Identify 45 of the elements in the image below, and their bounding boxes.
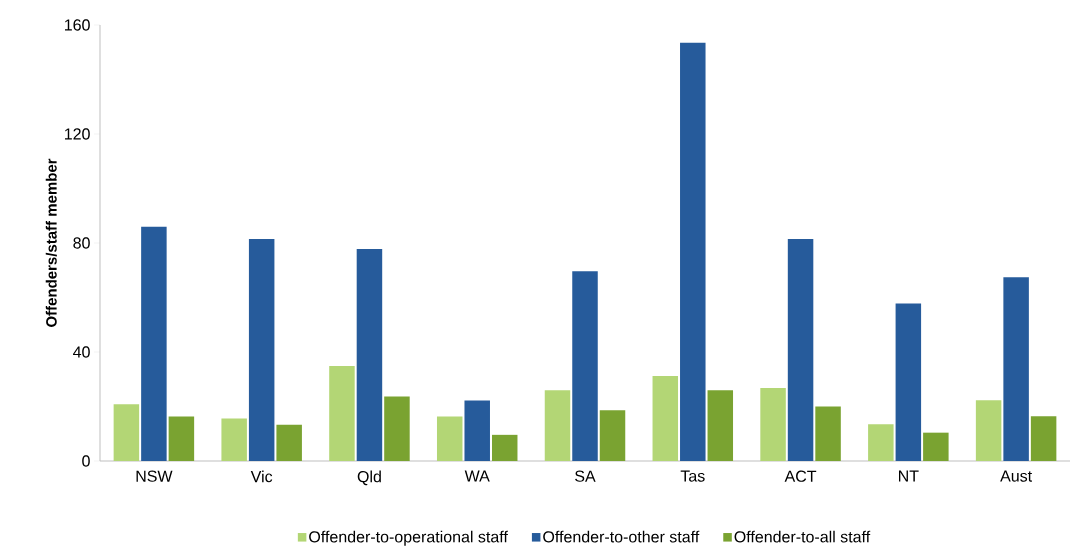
bar bbox=[436, 416, 463, 461]
x-tick-label: WA bbox=[464, 470, 490, 482]
bar bbox=[815, 406, 841, 461]
y-tick-label: 80 bbox=[73, 237, 90, 249]
bar bbox=[356, 248, 383, 461]
bar bbox=[329, 365, 355, 461]
bar bbox=[707, 390, 734, 461]
x-tick-label: NSW bbox=[136, 470, 173, 482]
legend-label: Offender-to-all staff bbox=[734, 530, 871, 543]
bar bbox=[923, 432, 949, 461]
bar bbox=[1003, 277, 1029, 461]
bar bbox=[464, 400, 490, 461]
y-tick-label: 0 bbox=[82, 455, 90, 467]
bar bbox=[221, 418, 247, 461]
bar bbox=[1030, 416, 1057, 461]
x-tick-label: SA bbox=[575, 470, 596, 482]
x-tick-label: ACT bbox=[784, 470, 817, 482]
legend-label: Offender-to-operational staff bbox=[309, 530, 508, 546]
bar bbox=[544, 390, 571, 461]
y-tick-label: 40 bbox=[73, 346, 90, 358]
bar bbox=[113, 404, 140, 461]
bar bbox=[787, 238, 814, 461]
y-tick-label: 120 bbox=[64, 128, 90, 140]
bar bbox=[491, 434, 518, 461]
x-tick-label: Aust bbox=[1000, 470, 1033, 482]
bar bbox=[168, 416, 195, 461]
x-tick-label: NT bbox=[899, 470, 919, 482]
legend-label: Offender-to-other staff bbox=[543, 530, 700, 543]
bar bbox=[248, 238, 275, 461]
bar bbox=[975, 400, 1002, 461]
bar bbox=[760, 387, 786, 461]
bar bbox=[895, 303, 922, 461]
y-axis-title: Offenders/staff member bbox=[45, 158, 57, 327]
bar bbox=[572, 271, 598, 461]
x-tick-label: Qld bbox=[357, 470, 381, 486]
x-tick-label: Vic bbox=[250, 470, 273, 483]
bar bbox=[141, 226, 167, 461]
bar bbox=[680, 42, 706, 461]
bar bbox=[599, 410, 626, 461]
y-tick-label: 160 bbox=[64, 19, 90, 31]
bar bbox=[384, 396, 410, 461]
bar bbox=[868, 424, 894, 461]
bar bbox=[276, 424, 302, 461]
bar bbox=[652, 375, 679, 461]
x-tick-label: Tas bbox=[680, 470, 705, 482]
